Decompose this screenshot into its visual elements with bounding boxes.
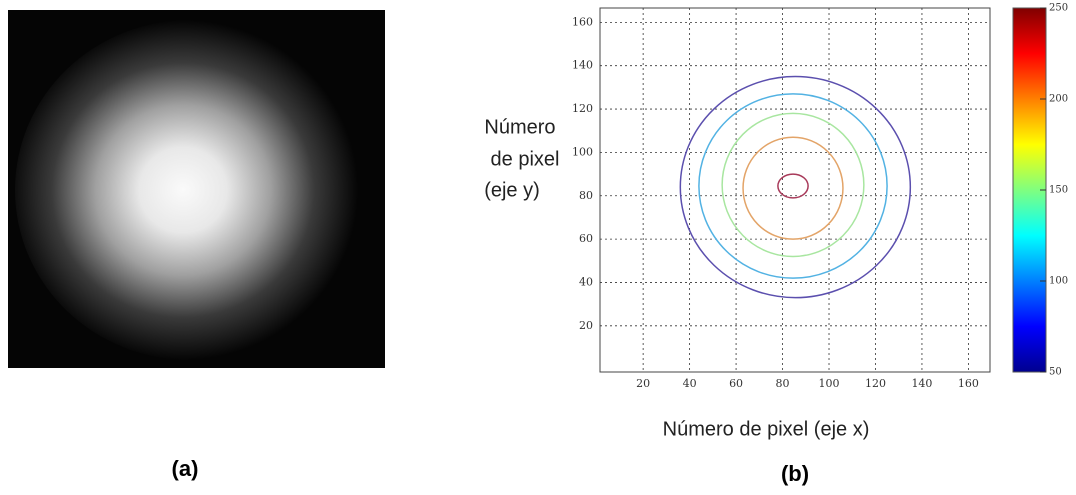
y-tick-label: 20 — [579, 319, 593, 332]
colorbar-tick-label: 100 — [1049, 276, 1068, 287]
x-axis-label: Número de pixel (eje x) — [663, 418, 870, 440]
contour-line — [679, 75, 912, 299]
y-tick-label: 100 — [572, 145, 593, 158]
image-blob — [15, 20, 365, 360]
colorbar-tick-label: 50 — [1049, 367, 1062, 378]
y-tick-label: 80 — [579, 189, 593, 202]
x-tick-label: 80 — [776, 377, 790, 390]
x-tick-label: 20 — [636, 377, 650, 390]
y-tick-label: 120 — [572, 102, 593, 115]
y-tick-label: 140 — [572, 59, 593, 72]
y-axis-label: de pixel — [491, 148, 560, 170]
plot-area — [599, 7, 991, 373]
colorbar-tick-label: 150 — [1049, 185, 1068, 196]
y-axis-label: (eje y) — [484, 179, 540, 201]
x-tick-label: 60 — [729, 377, 743, 390]
caption: (b) — [781, 461, 809, 486]
colorbar-tick-label: 250 — [1049, 3, 1068, 14]
y-tick-label: 160 — [572, 15, 593, 28]
contour-line — [698, 93, 888, 279]
colorbar-tick-label: 200 — [1049, 94, 1068, 105]
y-tick-label: 60 — [579, 232, 593, 245]
x-tick-label: 140 — [911, 377, 932, 390]
contour-line — [777, 173, 809, 199]
x-tick-label: 120 — [865, 377, 886, 390]
contour-line — [742, 136, 844, 240]
x-tick-label: 160 — [958, 377, 979, 390]
contour-line — [721, 112, 865, 258]
x-tick-label: 40 — [683, 377, 697, 390]
y-axis-label: Número — [484, 116, 555, 138]
caption: (a) — [172, 456, 199, 481]
x-tick-label: 100 — [819, 377, 840, 390]
y-tick-label: 40 — [579, 275, 593, 288]
